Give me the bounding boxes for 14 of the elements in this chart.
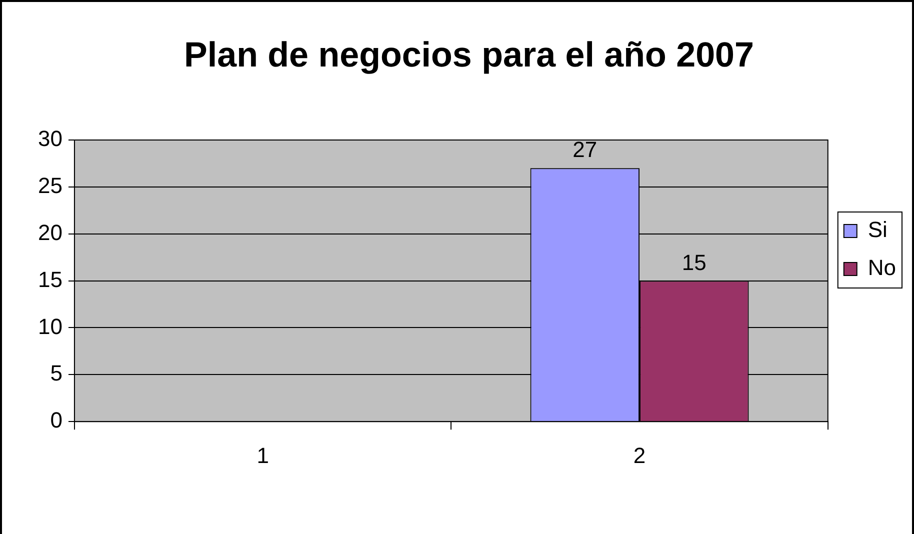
chart-title: Plan de negocios para el año 2007 bbox=[184, 36, 754, 75]
y-tick-label: 25 bbox=[38, 172, 62, 198]
data-label: 15 bbox=[682, 250, 706, 275]
y-tick-label: 10 bbox=[38, 314, 62, 339]
y-tick-label: 5 bbox=[50, 360, 62, 386]
y-tick-label: 15 bbox=[38, 266, 62, 292]
y-tick-label: 30 bbox=[38, 126, 62, 152]
y-tick-label: 20 bbox=[38, 220, 62, 245]
x-tick-label: 2 bbox=[633, 442, 646, 468]
y-tick-label: 0 bbox=[50, 408, 62, 433]
legend-label: Si bbox=[868, 217, 888, 242]
x-tick-label: 1 bbox=[256, 442, 269, 468]
legend-label: No bbox=[868, 255, 896, 280]
data-label: 27 bbox=[572, 137, 598, 162]
